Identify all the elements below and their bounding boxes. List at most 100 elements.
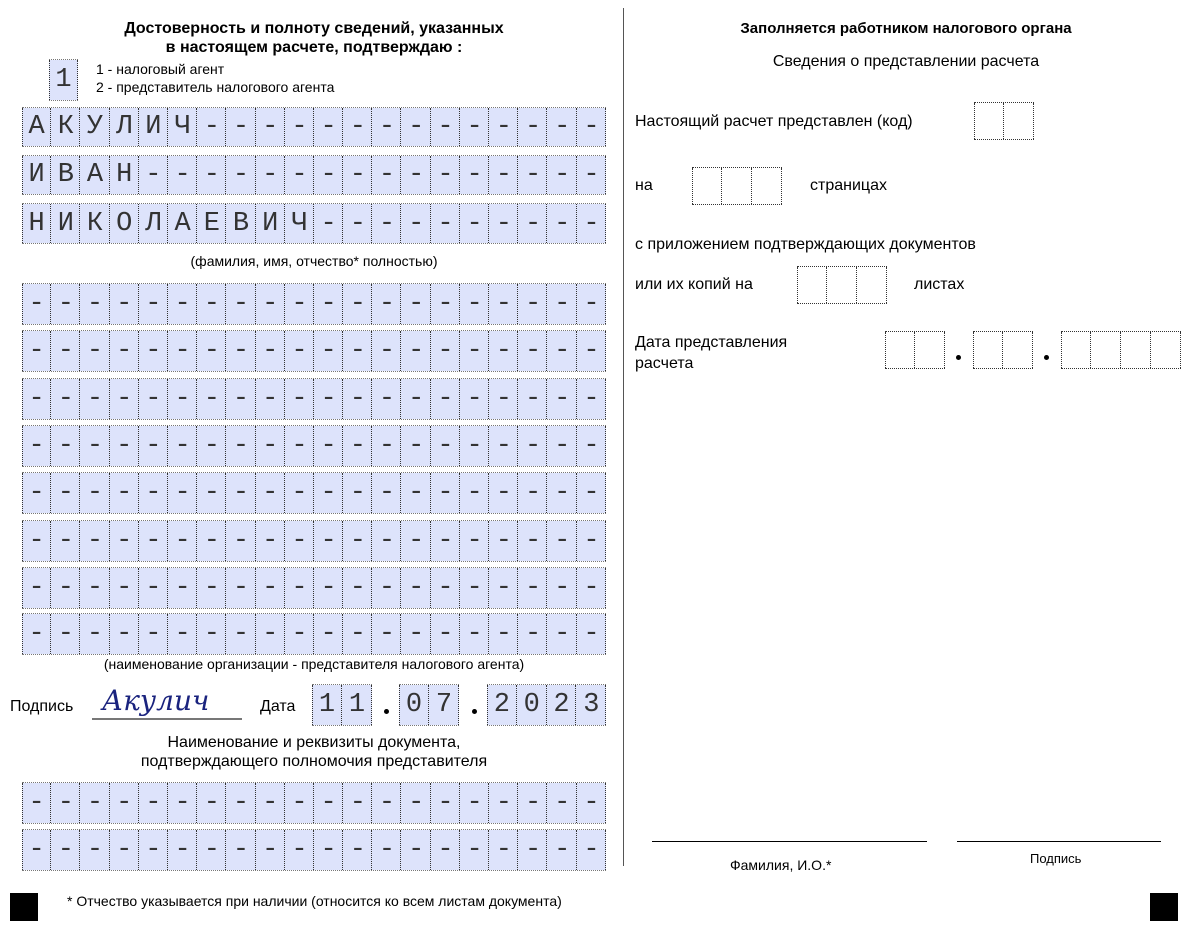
office-subtitle: Сведения о представлении расчета xyxy=(772,53,1040,70)
org-row[interactable]: -------------------- xyxy=(22,378,606,420)
grid-cell xyxy=(138,204,168,243)
grid-cell xyxy=(372,156,402,194)
field-text: -------------------- xyxy=(28,336,613,366)
grid-cell xyxy=(516,685,547,725)
grid-cell xyxy=(167,284,198,324)
submission-day-field[interactable] xyxy=(885,331,945,369)
grid-cell xyxy=(284,379,314,419)
attach-field[interactable] xyxy=(797,266,887,304)
grid-cell xyxy=(109,614,139,654)
grid-cell xyxy=(22,108,52,146)
grid-cell xyxy=(547,331,577,371)
grid-cell xyxy=(226,204,256,243)
doc-row[interactable]: -------------------- xyxy=(22,829,606,871)
grid-cell xyxy=(401,108,431,146)
field-text xyxy=(974,103,981,139)
org-row[interactable]: -------------------- xyxy=(22,520,606,562)
date-month-field[interactable]: 07 xyxy=(399,684,459,726)
grid-cell xyxy=(138,783,168,823)
grid-cell xyxy=(343,473,373,513)
date-year-field[interactable]: 2023 xyxy=(487,684,607,726)
patronymic-field[interactable]: НИКОЛАЕВИЧ---------- xyxy=(22,203,606,244)
grid-cell xyxy=(430,783,460,823)
grid-cell xyxy=(167,108,198,146)
grid-cell xyxy=(138,830,168,870)
grid-cell xyxy=(885,332,915,368)
grid-cell xyxy=(692,168,722,204)
grid-cell xyxy=(372,830,402,870)
grid-cell xyxy=(197,521,227,561)
date-separator xyxy=(1044,355,1049,360)
grid-cell xyxy=(489,108,519,146)
grid-cell xyxy=(138,521,168,561)
grid-cell xyxy=(167,614,198,654)
field-text: 2023 xyxy=(493,690,614,720)
code-field[interactable] xyxy=(974,102,1034,140)
grid-cell xyxy=(80,614,110,654)
grid-cell xyxy=(372,521,402,561)
doc-caption-line: Наименование и реквизиты документа, xyxy=(167,734,461,751)
grid-cell xyxy=(576,156,606,194)
signer-type-field[interactable]: 1 xyxy=(49,59,78,101)
fio-line[interactable] xyxy=(652,841,927,842)
field-text: -------------------- xyxy=(28,478,613,508)
grid-cell xyxy=(22,284,52,324)
grid-cell xyxy=(518,830,548,870)
grid-cell xyxy=(284,426,314,466)
grid-cell xyxy=(197,783,227,823)
org-row[interactable]: -------------------- xyxy=(22,613,606,655)
grid-cell xyxy=(576,204,606,243)
org-row[interactable]: -------------------- xyxy=(22,567,606,609)
grid-cell xyxy=(313,331,344,371)
grid-cell xyxy=(459,830,489,870)
grid-cell xyxy=(138,156,168,194)
pages-field[interactable] xyxy=(692,167,782,205)
grid-cell xyxy=(459,426,489,466)
grid-cell xyxy=(255,379,285,419)
surname-field[interactable]: АКУЛИЧ-------------- xyxy=(22,107,606,147)
grid-cell xyxy=(138,284,168,324)
grid-cell xyxy=(226,379,256,419)
grid-cell xyxy=(197,331,227,371)
org-row[interactable]: -------------------- xyxy=(22,472,606,514)
first-name-field[interactable]: ИВАН---------------- xyxy=(22,155,606,195)
grid-cell xyxy=(576,614,606,654)
grid-cell xyxy=(255,614,285,654)
grid-cell xyxy=(284,204,314,243)
grid-cell xyxy=(430,568,460,608)
grid-cell xyxy=(459,568,489,608)
doc-row[interactable]: -------------------- xyxy=(22,782,606,824)
grid-cell xyxy=(255,204,285,243)
grid-cell xyxy=(576,473,606,513)
alignment-marker xyxy=(1150,893,1178,921)
grid-cell xyxy=(459,331,489,371)
grid-cell xyxy=(401,156,431,194)
field-text: 1 xyxy=(55,65,85,95)
grid-cell xyxy=(489,568,519,608)
grid-cell xyxy=(51,204,81,243)
grid-cell xyxy=(489,204,519,243)
grid-cell xyxy=(797,267,827,303)
sign-line[interactable] xyxy=(957,841,1161,842)
submission-month-field[interactable] xyxy=(973,331,1033,369)
grid-cell xyxy=(138,331,168,371)
grid-cell xyxy=(489,379,519,419)
org-row[interactable]: -------------------- xyxy=(22,330,606,372)
grid-cell xyxy=(80,156,110,194)
grid-cell xyxy=(1061,332,1091,368)
grid-cell xyxy=(80,783,110,823)
grid-cell xyxy=(547,521,577,561)
submission-year-field[interactable] xyxy=(1061,331,1181,369)
grid-cell xyxy=(459,204,489,243)
grid-cell xyxy=(51,521,81,561)
grid-cell xyxy=(167,473,198,513)
org-row[interactable]: -------------------- xyxy=(22,283,606,325)
grid-cell xyxy=(430,614,460,654)
grid-cell xyxy=(518,204,548,243)
date-day-field[interactable]: 11 xyxy=(312,684,372,726)
grid-cell xyxy=(1003,332,1033,368)
org-row[interactable]: -------------------- xyxy=(22,425,606,467)
signature-field[interactable]: Акулич xyxy=(92,684,242,720)
grid-cell xyxy=(401,568,431,608)
label-line: расчета xyxy=(635,355,694,372)
